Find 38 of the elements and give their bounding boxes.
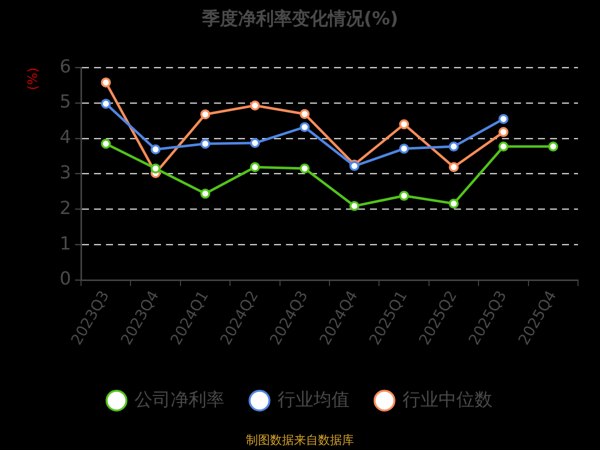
point [250,100,260,110]
point [200,109,210,120]
point [250,162,260,172]
y-axis-title: (%) [26,68,42,90]
y-tick-label: 6 [60,56,72,78]
point [349,201,360,212]
point [100,98,111,109]
point [448,162,459,172]
legend-label: 行业均值 [278,389,350,410]
point [399,190,410,201]
point [300,108,310,119]
point [300,164,310,174]
point [150,144,161,154]
point [250,138,260,148]
y-tick-label: 3 [60,162,72,184]
point [300,122,310,132]
point [498,142,508,152]
point [200,188,210,199]
y-tick-label: 2 [60,198,72,219]
point [548,142,558,152]
point [498,114,508,124]
point [100,138,111,149]
y-tick-label: 5 [60,92,72,113]
point [100,77,111,88]
point [448,198,459,209]
point [448,142,459,152]
y-tick-label: 4 [60,127,72,148]
point [498,127,508,138]
chart-title: 季度净利率变化情况(%) [200,8,398,30]
point [150,164,161,174]
text: 制图数据来自数据库 [246,432,354,447]
y-tick-label: 1 [60,233,72,254]
legend-label: 公司净利率 [134,389,224,410]
point [399,144,410,154]
legend-label: 行业中位数 [402,389,492,410]
point [399,119,410,130]
y-tick-label: 0 [60,268,72,290]
point [200,138,210,149]
